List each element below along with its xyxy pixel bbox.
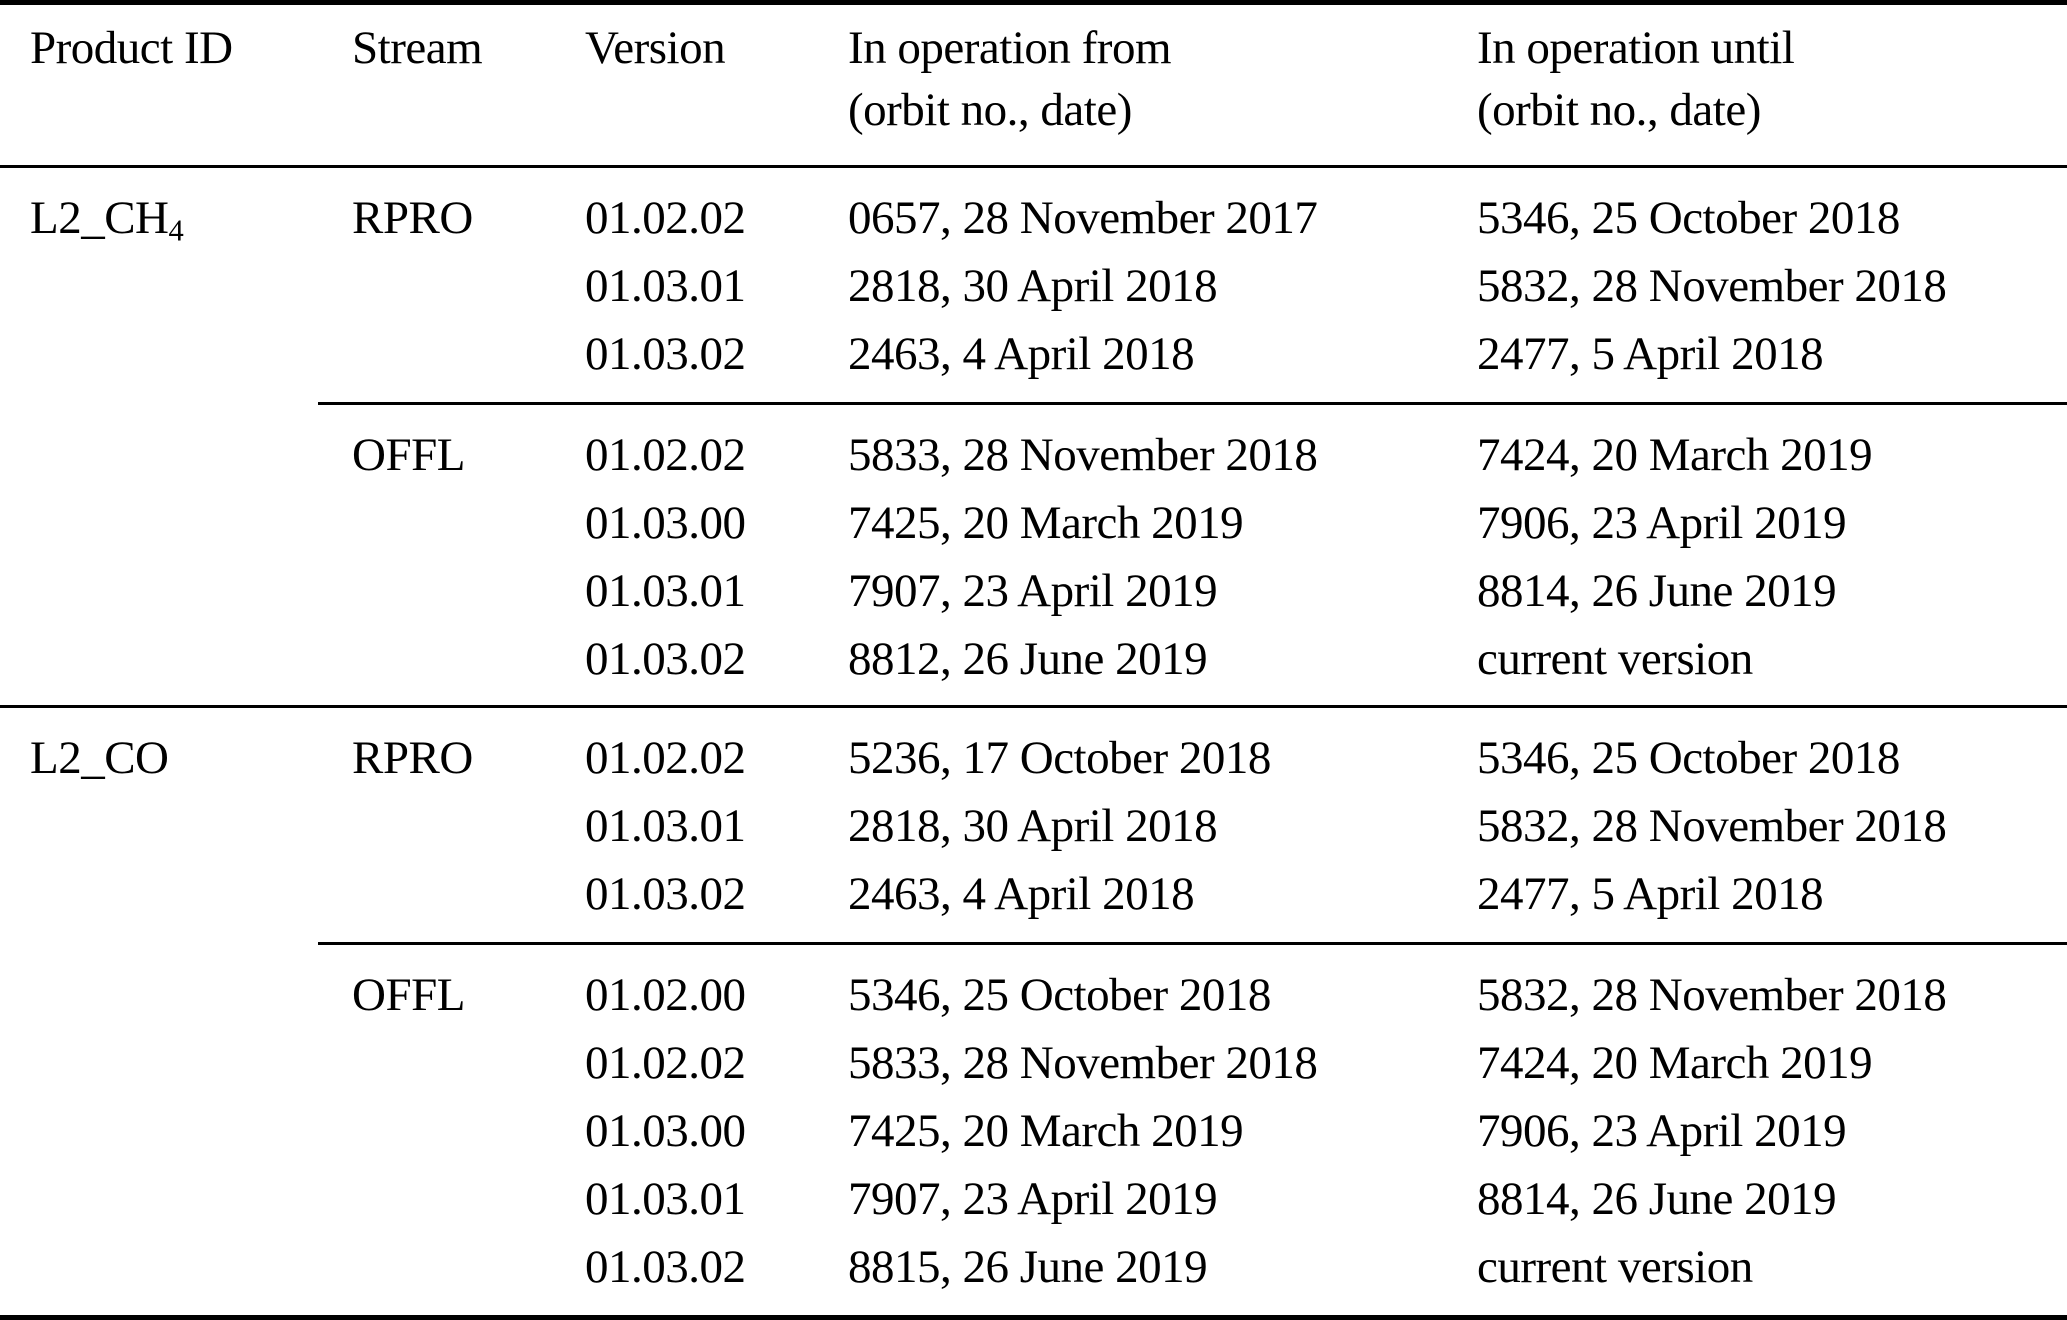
- product-block-l2-co: L2_CO RPRO 01.02.02 5236, 17 October 201…: [0, 708, 2067, 1313]
- version-cell: 01.02.00: [585, 969, 746, 1021]
- table-row: 01.03.00 7425, 20 March 2019 7906, 23 Ap…: [0, 1097, 2067, 1165]
- table-row: 01.03.01 2818, 30 April 2018 5832, 28 No…: [0, 252, 2067, 320]
- col-header-version: Version: [585, 22, 726, 74]
- from-cell: 0657, 28 November 2017: [848, 192, 1318, 244]
- from-cell: 5346, 25 October 2018: [848, 969, 1271, 1021]
- until-cell: 7424, 20 March 2019: [1477, 1037, 1873, 1089]
- from-cell: 8812, 26 June 2019: [848, 633, 1208, 685]
- col-header-from-line1: In operation from: [848, 22, 1172, 74]
- table-row: OFFL 01.02.02 5833, 28 November 2018 742…: [0, 421, 2067, 489]
- until-cell: 2477, 5 April 2018: [1477, 328, 1824, 380]
- from-cell: 2463, 4 April 2018: [848, 328, 1195, 380]
- until-cell: 8814, 26 June 2019: [1477, 565, 1837, 617]
- table-row: OFFL 01.02.00 5346, 25 October 2018 5832…: [0, 961, 2067, 1029]
- from-cell: 7425, 20 March 2019: [848, 1105, 1244, 1157]
- version-cell: 01.03.01: [585, 260, 746, 312]
- from-cell: 2818, 30 April 2018: [848, 260, 1218, 312]
- stream-group-rule: [318, 942, 2067, 945]
- until-cell: 5346, 25 October 2018: [1477, 192, 1900, 244]
- version-cell: 01.03.01: [585, 565, 746, 617]
- table-row: 01.03.00 7425, 20 March 2019 7906, 23 Ap…: [0, 489, 2067, 557]
- product-label: L2_CH4: [0, 184, 352, 252]
- version-cell: 01.03.00: [585, 497, 746, 549]
- until-cell: current version: [1477, 633, 1753, 685]
- table-header-row: Product ID Stream Version In operation f…: [0, 5, 2067, 165]
- col-header-product-id: Product ID: [30, 22, 233, 74]
- version-cell: 01.03.01: [585, 1173, 746, 1225]
- col-header-in-operation-until: In operation until (orbit no., date): [1477, 17, 2067, 141]
- until-cell: 5832, 28 November 2018: [1477, 260, 1947, 312]
- until-cell: 5346, 25 October 2018: [1477, 732, 1900, 784]
- table-row: 01.03.01 7907, 23 April 2019 8814, 26 Ju…: [0, 557, 2067, 625]
- table-row: 01.03.01 2818, 30 April 2018 5832, 28 No…: [0, 792, 2067, 860]
- stream-group-rpro: L2_CH4 RPRO 01.02.02 0657, 28 November 2…: [0, 168, 2067, 402]
- until-cell: 2477, 5 April 2018: [1477, 868, 1824, 920]
- table-row: 01.03.01 7907, 23 April 2019 8814, 26 Ju…: [0, 1165, 2067, 1233]
- stream-label: RPRO: [352, 192, 473, 244]
- from-cell: 8815, 26 June 2019: [848, 1241, 1208, 1293]
- table-row: 01.03.02 2463, 4 April 2018 2477, 5 Apri…: [0, 320, 2067, 388]
- product-block-rule: [0, 705, 2067, 708]
- version-cell: 01.03.01: [585, 800, 746, 852]
- until-cell: 7424, 20 March 2019: [1477, 429, 1873, 481]
- until-cell: 5832, 28 November 2018: [1477, 969, 1947, 1021]
- from-cell: 2818, 30 April 2018: [848, 800, 1218, 852]
- version-cell: 01.02.02: [585, 1037, 746, 1089]
- from-cell: 2463, 4 April 2018: [848, 868, 1195, 920]
- stream-group-rule: [318, 402, 2067, 405]
- header-rule: [0, 165, 2067, 168]
- stream-group-offl: OFFL 01.02.00 5346, 25 October 2018 5832…: [0, 945, 2067, 1313]
- stream-label: OFFL: [352, 969, 465, 1021]
- version-cell: 01.02.02: [585, 429, 746, 481]
- version-cell: 01.03.02: [585, 328, 746, 380]
- table-row: 01.03.02 2463, 4 April 2018 2477, 5 Apri…: [0, 860, 2067, 928]
- col-header-from-line2: (orbit no., date): [848, 84, 1132, 136]
- product-label: L2_CO: [0, 724, 352, 792]
- col-header-until-line2: (orbit no., date): [1477, 84, 1761, 136]
- from-cell: 7425, 20 March 2019: [848, 497, 1244, 549]
- until-cell: 7906, 23 April 2019: [1477, 497, 1847, 549]
- version-cell: 01.03.02: [585, 1241, 746, 1293]
- until-cell: current version: [1477, 1241, 1753, 1293]
- table-row: 01.03.02 8815, 26 June 2019 current vers…: [0, 1233, 2067, 1301]
- version-cell: 01.03.02: [585, 868, 746, 920]
- version-cell: 01.03.00: [585, 1105, 746, 1157]
- from-cell: 5833, 28 November 2018: [848, 1037, 1318, 1089]
- stream-group-offl: OFFL 01.02.02 5833, 28 November 2018 742…: [0, 405, 2067, 705]
- from-cell: 7907, 23 April 2019: [848, 565, 1218, 617]
- col-header-in-operation-from: In operation from (orbit no., date): [848, 17, 1477, 141]
- until-cell: 8814, 26 June 2019: [1477, 1173, 1837, 1225]
- until-cell: 7906, 23 April 2019: [1477, 1105, 1847, 1157]
- from-cell: 5833, 28 November 2018: [848, 429, 1318, 481]
- table-row: L2_CO RPRO 01.02.02 5236, 17 October 201…: [0, 724, 2067, 792]
- until-cell: 5832, 28 November 2018: [1477, 800, 1947, 852]
- table-row: 01.03.02 8812, 26 June 2019 current vers…: [0, 625, 2067, 693]
- version-cell: 01.02.02: [585, 192, 746, 244]
- stream-label: OFFL: [352, 429, 465, 481]
- version-cell: 01.02.02: [585, 732, 746, 784]
- product-label-main: L2_CH: [30, 192, 169, 244]
- from-cell: 5236, 17 October 2018: [848, 732, 1271, 784]
- table-row: L2_CH4 RPRO 01.02.02 0657, 28 November 2…: [0, 184, 2067, 252]
- product-label-main: L2_CO: [30, 732, 169, 784]
- product-block-l2-ch4: L2_CH4 RPRO 01.02.02 0657, 28 November 2…: [0, 168, 2067, 705]
- version-cell: 01.03.02: [585, 633, 746, 685]
- table-row: 01.02.02 5833, 28 November 2018 7424, 20…: [0, 1029, 2067, 1097]
- stream-group-rpro: L2_CO RPRO 01.02.02 5236, 17 October 201…: [0, 708, 2067, 942]
- stream-label: RPRO: [352, 732, 473, 784]
- product-label-subscript: 4: [168, 213, 184, 248]
- col-header-until-line1: In operation until: [1477, 22, 1795, 74]
- from-cell: 7907, 23 April 2019: [848, 1173, 1218, 1225]
- col-header-stream: Stream: [352, 22, 483, 74]
